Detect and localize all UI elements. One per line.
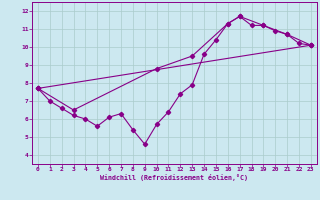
X-axis label: Windchill (Refroidissement éolien,°C): Windchill (Refroidissement éolien,°C) — [100, 174, 248, 181]
